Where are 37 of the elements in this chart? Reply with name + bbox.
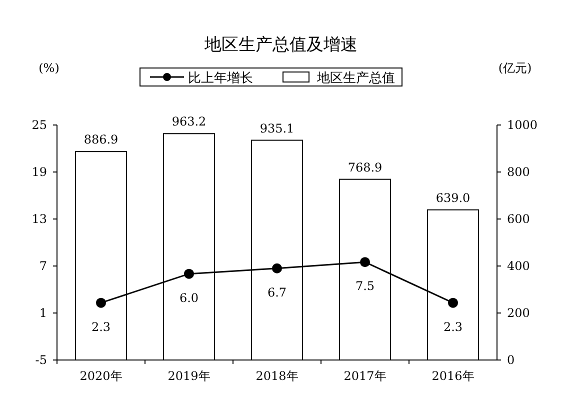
data-label: 768.9 xyxy=(348,160,382,174)
y-tick-label: 13 xyxy=(32,212,47,226)
y2-tick-label: 200 xyxy=(507,306,530,320)
point xyxy=(448,298,458,308)
y-tick-label: 1 xyxy=(39,306,47,320)
y2-tick-label: 0 xyxy=(507,353,515,367)
x-tick-label: 2019年 xyxy=(168,369,210,383)
x-tick-label: 2016年 xyxy=(432,369,474,383)
x-tick-label: 2017年 xyxy=(344,369,386,383)
y2-tick-label: 400 xyxy=(507,259,530,273)
point xyxy=(184,268,194,279)
data-label: 2.3 xyxy=(91,320,111,334)
point xyxy=(360,257,370,268)
data-label: 2.3 xyxy=(443,320,463,334)
point xyxy=(272,263,282,274)
y2-tick-label: 800 xyxy=(507,165,530,179)
data-label: 6.7 xyxy=(267,285,287,300)
y2-tick-label: 600 xyxy=(507,212,530,226)
x-tick-label: 2018年 xyxy=(256,369,298,383)
data-label: 6.0 xyxy=(179,290,199,305)
y-tick-label: 19 xyxy=(32,165,47,179)
data-label: 886.9 xyxy=(84,132,118,147)
y2-tick-label: 1000 xyxy=(507,118,538,132)
y2label: (亿元) xyxy=(498,61,532,75)
y-tick-label: 25 xyxy=(32,118,47,132)
legend-label: 比上年增长 xyxy=(188,71,253,86)
point xyxy=(96,298,106,308)
data-label: 963.2 xyxy=(172,114,206,129)
data-label: 639.0 xyxy=(436,190,470,205)
x-tick-label: 2020年 xyxy=(80,369,122,383)
data-label: 7.5 xyxy=(355,279,375,294)
y-tick-label: 7 xyxy=(39,259,47,273)
ylabel: (%) xyxy=(38,61,60,75)
title: 地区生产总值及增速 xyxy=(204,35,358,55)
legend-label: 地区生产总值 xyxy=(316,71,395,86)
y-tick-label: -5 xyxy=(35,353,47,367)
data-label: 935.1 xyxy=(260,121,294,136)
